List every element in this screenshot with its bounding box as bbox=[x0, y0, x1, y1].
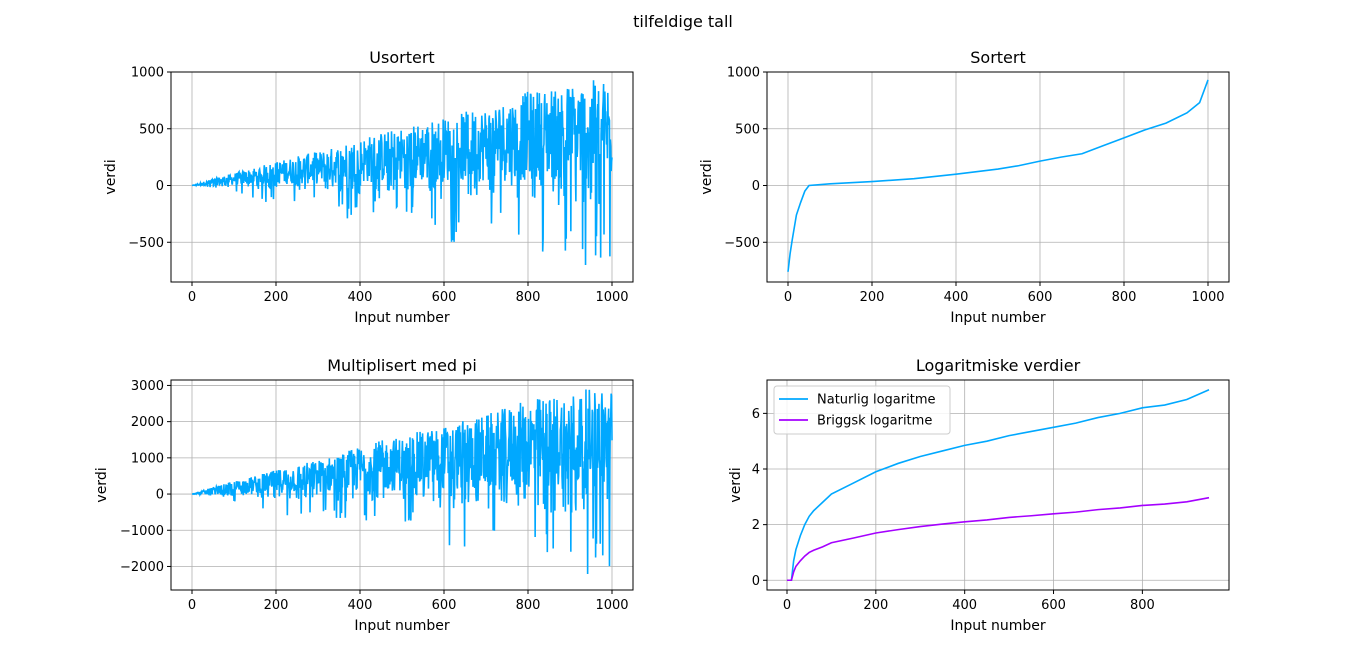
x-axis-label: Input number bbox=[950, 618, 1046, 634]
subplot-title: Multiplisert med pi bbox=[327, 356, 477, 375]
x-tick-label: 1000 bbox=[595, 598, 628, 613]
series-line-briggsk-logaritme bbox=[786, 496, 1210, 582]
x-tick-label: 400 bbox=[952, 598, 977, 613]
y-tick-label: 2 bbox=[752, 518, 760, 533]
y-tick-label: 6 bbox=[752, 407, 760, 422]
subplot-logaritmiske-verdier: 0 200 400 600 800 0 2 4 6 Logaritmiske verdier Inp… bbox=[728, 356, 1230, 634]
y-tick-label: −500 bbox=[724, 236, 760, 251]
x-tick-label: 600 bbox=[432, 598, 457, 613]
x-tick-label: 800 bbox=[1112, 290, 1137, 305]
x-tick-label: 600 bbox=[1028, 290, 1053, 305]
y-tick-label: 0 bbox=[752, 574, 760, 589]
x-tick-label: 0 bbox=[188, 598, 196, 613]
x-axis-label: Input number bbox=[950, 310, 1046, 326]
x-tick-label: 0 bbox=[188, 290, 196, 305]
y-tick-label: 0 bbox=[156, 488, 164, 503]
x-tick-label: 200 bbox=[860, 290, 885, 305]
x-tick-label: 1000 bbox=[595, 290, 628, 305]
x-axis-label: Input number bbox=[354, 618, 450, 634]
y-tick-label: 4 bbox=[752, 463, 760, 478]
x-tick-label: 800 bbox=[516, 598, 541, 613]
axes-frame bbox=[766, 379, 1230, 591]
legend-label: Naturlig logaritme bbox=[817, 393, 935, 408]
x-tick-label: 400 bbox=[348, 290, 373, 305]
legend-label: Briggsk logaritme bbox=[817, 414, 932, 429]
y-tick-label: 0 bbox=[752, 179, 760, 194]
series-line-0 bbox=[787, 79, 1209, 272]
y-tick-label: −1000 bbox=[120, 524, 164, 539]
x-tick-label: 600 bbox=[1041, 598, 1066, 613]
x-tick-label: 200 bbox=[863, 598, 888, 613]
legend-box bbox=[773, 385, 951, 435]
y-tick-label: 2000 bbox=[131, 415, 164, 430]
y-axis-label: verdi bbox=[94, 467, 110, 502]
series-line-0 bbox=[191, 389, 613, 575]
x-axis-label: Input number bbox=[354, 310, 450, 326]
subplot-title: Usortert bbox=[369, 48, 434, 67]
y-tick-label: 1000 bbox=[727, 66, 760, 81]
axes-frame bbox=[766, 71, 1230, 283]
axes-frame bbox=[170, 71, 634, 283]
figure-suptitle: tilfeldige tall bbox=[633, 12, 733, 31]
x-tick-label: 0 bbox=[783, 598, 791, 613]
x-tick-label: 800 bbox=[516, 290, 541, 305]
subplot-title: Logaritmiske verdier bbox=[916, 356, 1081, 375]
y-tick-label: 0 bbox=[156, 179, 164, 194]
y-axis-label: verdi bbox=[103, 159, 119, 194]
y-axis-label: verdi bbox=[728, 467, 744, 502]
y-tick-label: −2000 bbox=[120, 560, 164, 575]
x-tick-label: 1000 bbox=[1191, 290, 1224, 305]
series-line-naturlig-logaritme bbox=[786, 389, 1210, 582]
x-tick-label: 600 bbox=[432, 290, 457, 305]
y-tick-label: 3000 bbox=[131, 379, 164, 394]
y-tick-label: −500 bbox=[128, 236, 164, 251]
y-tick-label: 500 bbox=[139, 122, 164, 137]
x-tick-label: 0 bbox=[784, 290, 792, 305]
axes-frame bbox=[170, 379, 634, 591]
x-tick-label: 200 bbox=[264, 290, 289, 305]
subplot-usortert: 0 200 400 600 800 1000 −500 0 500 1000 Usortert Inp… bbox=[103, 48, 634, 326]
x-tick-label: 400 bbox=[348, 598, 373, 613]
x-tick-label: 800 bbox=[1130, 598, 1155, 613]
x-tick-label: 200 bbox=[264, 598, 289, 613]
subplot-multiplisert-med-pi: 0 200 400 600 800 1000 −2000 −1000 0 1000 2000 3000… bbox=[94, 356, 634, 634]
y-tick-label: 1000 bbox=[131, 66, 164, 81]
y-tick-label: 1000 bbox=[131, 451, 164, 466]
y-tick-label: 500 bbox=[735, 122, 760, 137]
x-tick-label: 400 bbox=[944, 290, 969, 305]
series-line-0 bbox=[191, 80, 613, 265]
subplot-title: Sortert bbox=[970, 48, 1026, 67]
legend: Naturlig logaritme Briggsk logaritme bbox=[773, 385, 951, 435]
y-axis-label: verdi bbox=[699, 159, 715, 194]
subplot-sortert: 0 200 400 600 800 1000 −500 0 500 1000 Sortert Inpu… bbox=[699, 48, 1230, 326]
